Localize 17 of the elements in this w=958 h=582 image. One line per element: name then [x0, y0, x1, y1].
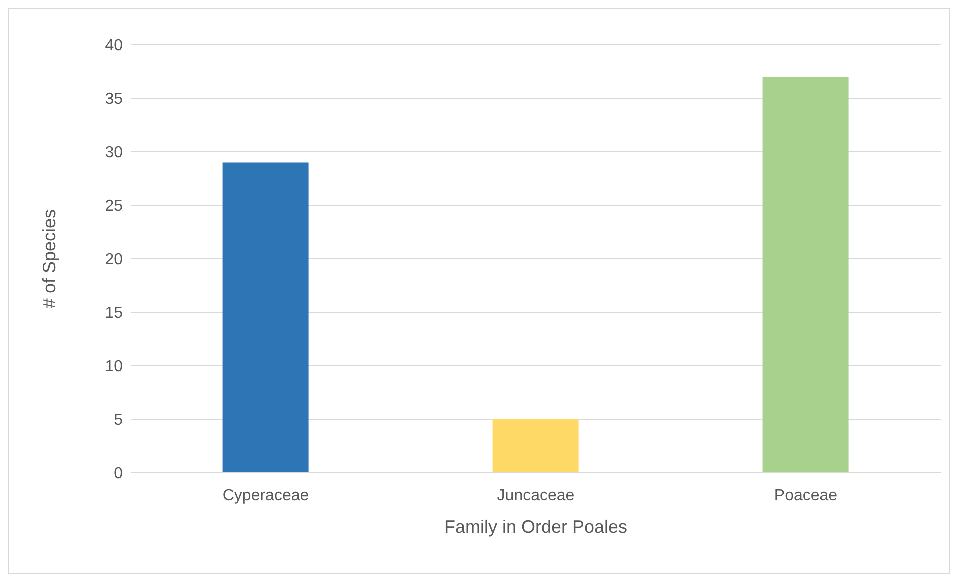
x-axis-title: Family in Order Poales: [444, 517, 628, 537]
x-tick-label: Cyperaceae: [222, 487, 310, 504]
y-tick-label: 15: [105, 305, 124, 322]
y-tick-label: 35: [105, 91, 124, 108]
y-tick-label: 20: [105, 252, 124, 269]
x-tick-label: Poaceae: [774, 487, 838, 504]
y-tick-label: 40: [105, 38, 124, 55]
y-tick-label: 10: [105, 358, 124, 376]
y-tick-label: 0: [114, 466, 124, 483]
y-tick-label: 5: [114, 412, 124, 430]
x-tick-label: Juncaceae: [497, 487, 575, 504]
bar: [762, 77, 849, 473]
y-tick-label: 25: [105, 198, 124, 216]
bar: [492, 420, 579, 473]
bar: [222, 162, 309, 473]
y-tick-label: 30: [105, 144, 124, 162]
y-axis-title: # of Species: [39, 209, 60, 309]
